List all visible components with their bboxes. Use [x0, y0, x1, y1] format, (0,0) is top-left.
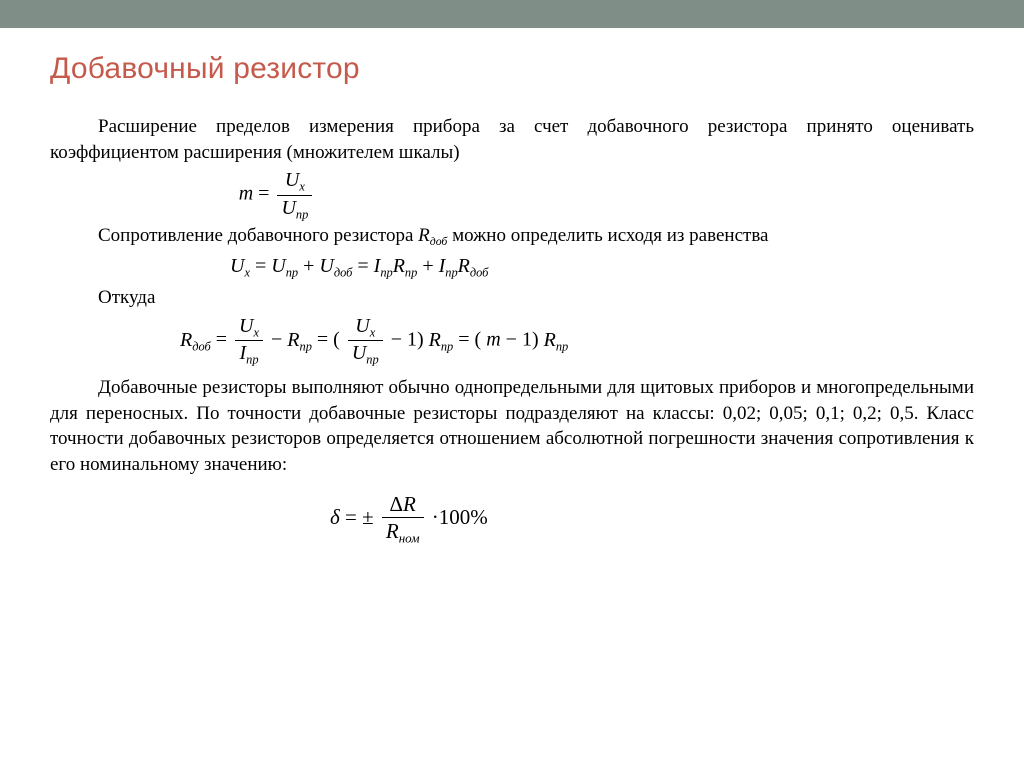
- eq2-t4bm: R: [393, 255, 405, 277]
- eq3-rpr2m: R: [429, 329, 441, 351]
- paragraph-classes: Добавочные резисторы выполняют обычно од…: [50, 375, 974, 478]
- eq3-lhs-m: R: [180, 329, 192, 351]
- plus-sign: +: [422, 255, 438, 277]
- eq3-frac1: Ux Iпр: [235, 315, 263, 367]
- eq3-f1ds: пр: [246, 353, 258, 367]
- slide: Добавочный резистор Расширение пределов …: [0, 0, 1024, 767]
- p2-symbol-R: Rдоб: [418, 225, 447, 246]
- eq4-tail: ·100%: [432, 505, 488, 529]
- eq3-rpr2s: пр: [441, 339, 453, 353]
- eq4-num-delta: Δ: [390, 492, 404, 516]
- eq3-f1-den: Iпр: [235, 341, 263, 367]
- eq4-den-R: R: [386, 519, 399, 543]
- eq4-den-sub: ном: [399, 530, 420, 545]
- eq3-f1ns: x: [254, 325, 260, 339]
- eq1-den: Uпр: [277, 196, 312, 222]
- p2-text-a: Сопротивление добавочного резистора: [98, 225, 418, 246]
- eq1-den-main: U: [281, 197, 295, 219]
- eq1-lhs: m: [239, 183, 253, 205]
- equation-ux-chain: Ux = Uпр + Uдоб = IпрRпр + IпрRдоб: [50, 256, 974, 279]
- eq4-pm: ±: [362, 505, 374, 529]
- eq4-num: ΔR: [382, 492, 424, 518]
- paren-close: ): [417, 329, 424, 351]
- p2-text-b: можно определить исходя из равенства: [452, 225, 768, 246]
- eq2-t3s: доб: [334, 266, 353, 280]
- eq2-t2s: пр: [286, 266, 298, 280]
- eq1-fraction: Ux Uпр: [277, 169, 312, 221]
- minus-sign: −: [506, 329, 522, 351]
- paragraph-resistance: Сопротивление добавочного резистора Rдоб…: [50, 223, 974, 250]
- equation-m: m = Ux Uпр: [50, 169, 974, 221]
- eq-sign: =: [216, 329, 232, 351]
- eq2-t4bs: пр: [405, 266, 417, 280]
- eq4-frac: ΔR Rном: [382, 492, 424, 547]
- eq3-one-a: 1: [407, 329, 417, 351]
- eq1-den-sub: пр: [296, 207, 308, 221]
- eq-sign: =: [357, 255, 373, 277]
- minus-sign: −: [271, 329, 287, 351]
- eq2-t5: IпрRдоб: [439, 255, 489, 277]
- eq1-num-sub: x: [299, 180, 305, 194]
- eq2-t1: Ux: [230, 255, 250, 277]
- eq2-t1s: x: [244, 266, 250, 280]
- eq3-f2-num: Ux: [348, 315, 383, 342]
- eq3-f1-num: Ux: [235, 315, 263, 342]
- equals-sign: =: [258, 183, 274, 205]
- eq2-t1m: U: [230, 255, 244, 277]
- eq4-den: Rном: [382, 518, 424, 547]
- eq-sign: =: [345, 505, 362, 529]
- eq3-rpr3m: R: [544, 329, 556, 351]
- eq3-f2-den: Uпр: [348, 341, 383, 367]
- eq3-rpr3s: пр: [556, 339, 568, 353]
- eq1-num: Ux: [277, 169, 312, 196]
- eq1-num-main: U: [285, 169, 299, 191]
- eq3-rpr-2: Rпр: [429, 329, 454, 351]
- eq3-f2dm: U: [352, 342, 366, 364]
- paragraph-whence: Откуда: [50, 285, 974, 311]
- eq2-t2: Uпр: [271, 255, 298, 277]
- plus-sign: +: [303, 255, 319, 277]
- eq3-rpr-1: Rпр: [287, 329, 312, 351]
- eq2-t5bs: доб: [470, 266, 489, 280]
- eq3-one-b: 1: [522, 329, 532, 351]
- eq3-lhs: Rдоб: [180, 329, 211, 351]
- page-title: Добавочный резистор: [50, 52, 974, 86]
- eq3-rpr1m: R: [287, 329, 299, 351]
- paren-close: ): [532, 329, 539, 351]
- eq3-lhs-s: доб: [192, 339, 211, 353]
- eq3-f2ns: x: [370, 325, 376, 339]
- eq2-t3m: U: [319, 255, 333, 277]
- eq3-f2nm: U: [355, 315, 369, 337]
- eq3-f1nm: U: [239, 315, 253, 337]
- eq3-m: m: [486, 329, 500, 351]
- eq2-t2m: U: [271, 255, 285, 277]
- equation-rdob: Rдоб = Ux Iпр − Rпр = ( Ux Uпр − 1) Rпр …: [50, 315, 974, 367]
- eq-sign: = (: [317, 329, 340, 351]
- eq2-t5bm: R: [458, 255, 470, 277]
- p2-sym-sub: доб: [430, 236, 448, 249]
- paragraph-intro: Расширение пределов измерения прибора за…: [50, 114, 974, 165]
- eq4-delta: δ: [330, 505, 340, 529]
- eq2-t5as: пр: [445, 266, 457, 280]
- eq3-frac2: Ux Uпр: [348, 315, 383, 367]
- eq3-rpr-3: Rпр: [544, 329, 569, 351]
- minus-sign: −: [391, 329, 407, 351]
- eq-sign: = (: [458, 329, 481, 351]
- eq2-t4: IпрRпр: [374, 255, 418, 277]
- eq-sign: =: [255, 255, 271, 277]
- eq2-t4as: пр: [380, 266, 392, 280]
- equation-delta: δ = ± ΔR Rном ·100%: [50, 492, 974, 547]
- frame-top-bar: [0, 0, 1024, 28]
- eq4-num-R: R: [403, 492, 416, 516]
- p2-sym-main: R: [418, 225, 430, 246]
- eq2-t3: Uдоб: [319, 255, 352, 277]
- eq3-f2ds: пр: [366, 353, 378, 367]
- eq3-rpr1s: пр: [300, 339, 312, 353]
